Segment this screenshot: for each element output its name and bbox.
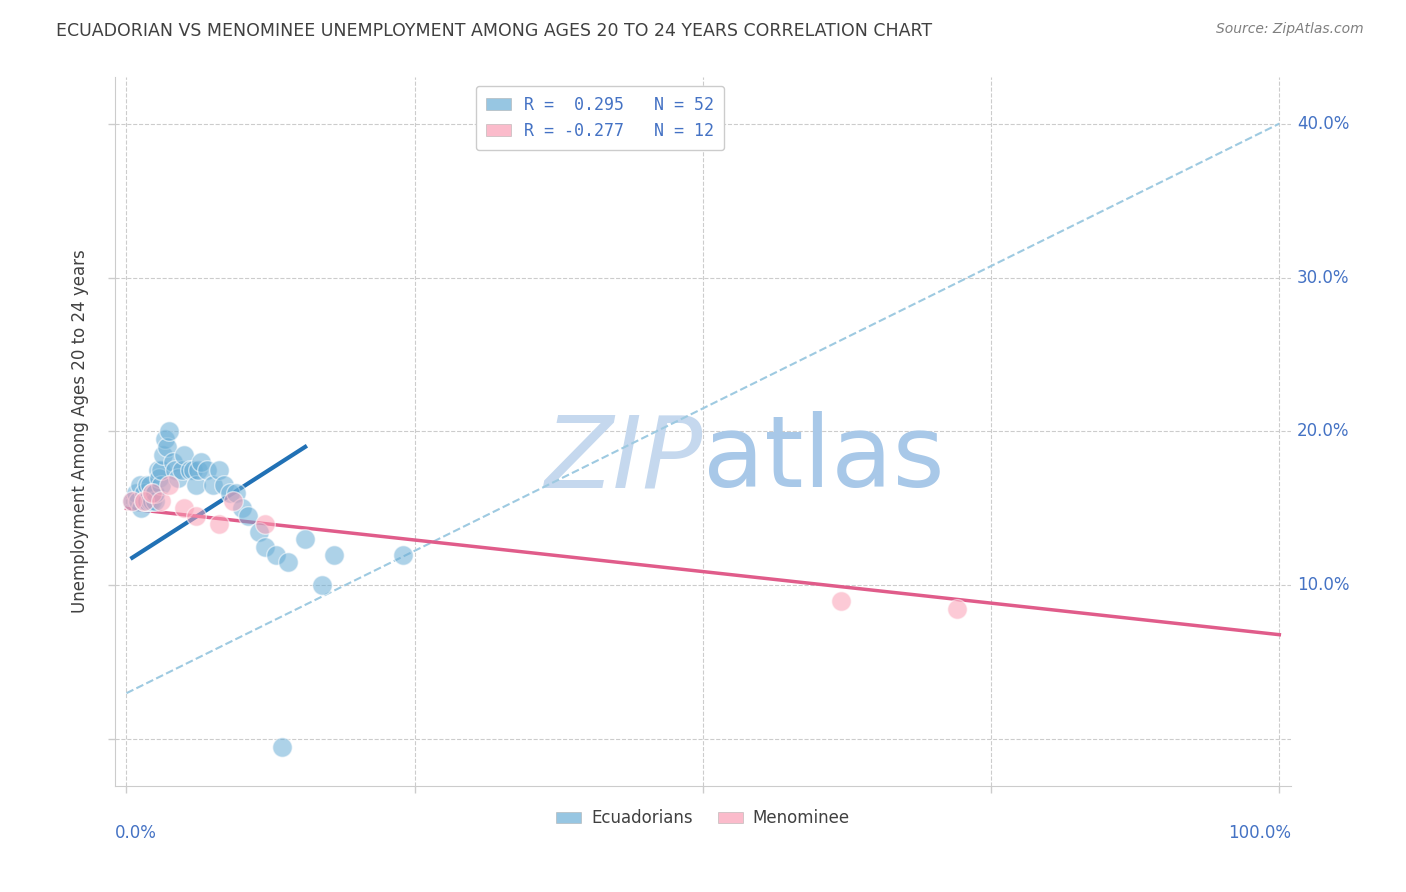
Text: Source: ZipAtlas.com: Source: ZipAtlas.com bbox=[1216, 22, 1364, 37]
Point bbox=[125, 486, 148, 500]
Point bbox=[271, 740, 294, 755]
Point bbox=[150, 478, 173, 492]
Point bbox=[311, 578, 333, 592]
Point bbox=[253, 540, 276, 554]
Text: 20.0%: 20.0% bbox=[1296, 423, 1350, 441]
Point bbox=[208, 516, 231, 531]
Point bbox=[247, 524, 270, 539]
Point bbox=[277, 555, 299, 569]
Point bbox=[162, 455, 184, 469]
Point bbox=[146, 463, 169, 477]
Point bbox=[208, 463, 231, 477]
Point bbox=[201, 478, 224, 492]
Point bbox=[167, 471, 190, 485]
Text: 30.0%: 30.0% bbox=[1296, 268, 1350, 286]
Point bbox=[190, 455, 212, 469]
Point bbox=[323, 548, 346, 562]
Point bbox=[150, 493, 173, 508]
Point bbox=[153, 432, 176, 446]
Point bbox=[141, 493, 163, 508]
Point bbox=[132, 493, 155, 508]
Point bbox=[131, 501, 153, 516]
Point bbox=[214, 478, 236, 492]
Point bbox=[132, 486, 155, 500]
Text: 10.0%: 10.0% bbox=[1296, 576, 1350, 594]
Y-axis label: Unemployment Among Ages 20 to 24 years: Unemployment Among Ages 20 to 24 years bbox=[72, 250, 89, 614]
Point bbox=[121, 493, 143, 508]
Text: ECUADORIAN VS MENOMINEE UNEMPLOYMENT AMONG AGES 20 TO 24 YEARS CORRELATION CHART: ECUADORIAN VS MENOMINEE UNEMPLOYMENT AMO… bbox=[56, 22, 932, 40]
Point bbox=[163, 463, 186, 477]
Point bbox=[225, 486, 247, 500]
Text: ZIP: ZIP bbox=[544, 411, 703, 508]
Point bbox=[221, 493, 243, 508]
Point bbox=[170, 463, 193, 477]
Point bbox=[152, 448, 174, 462]
Point bbox=[392, 548, 415, 562]
Point bbox=[184, 478, 207, 492]
Point bbox=[253, 516, 276, 531]
Legend: Ecuadorians, Menominee: Ecuadorians, Menominee bbox=[550, 803, 856, 834]
Point bbox=[156, 440, 179, 454]
Point bbox=[136, 478, 159, 492]
Point bbox=[157, 425, 180, 439]
Text: atlas: atlas bbox=[703, 411, 945, 508]
Point bbox=[173, 501, 195, 516]
Point bbox=[143, 486, 166, 500]
Point bbox=[830, 594, 852, 608]
Point bbox=[141, 486, 163, 500]
Point bbox=[148, 471, 170, 485]
Point bbox=[157, 478, 180, 492]
Point bbox=[173, 448, 195, 462]
Text: 0.0%: 0.0% bbox=[115, 824, 157, 842]
Point bbox=[179, 463, 201, 477]
Point bbox=[127, 493, 149, 508]
Point bbox=[138, 478, 160, 492]
Point bbox=[141, 486, 163, 500]
Point bbox=[184, 509, 207, 524]
Point bbox=[236, 509, 259, 524]
Point bbox=[187, 463, 209, 477]
Point bbox=[135, 493, 157, 508]
Point bbox=[945, 601, 967, 615]
Point bbox=[132, 493, 155, 508]
Point bbox=[150, 463, 173, 477]
Text: 100.0%: 100.0% bbox=[1227, 824, 1291, 842]
Point bbox=[183, 463, 205, 477]
Point bbox=[143, 486, 166, 500]
Point bbox=[195, 463, 218, 477]
Point bbox=[231, 501, 253, 516]
Point bbox=[219, 486, 242, 500]
Point bbox=[136, 493, 159, 508]
Point bbox=[294, 533, 316, 547]
Point bbox=[129, 478, 152, 492]
Point bbox=[143, 493, 166, 508]
Point bbox=[138, 493, 160, 508]
Point bbox=[266, 548, 288, 562]
Text: 40.0%: 40.0% bbox=[1296, 114, 1350, 133]
Point bbox=[121, 493, 143, 508]
